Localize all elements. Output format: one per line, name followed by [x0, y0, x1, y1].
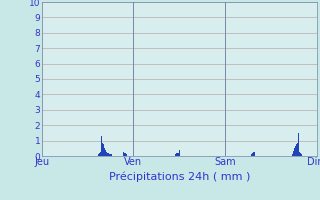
Bar — [123, 152, 124, 156]
Bar — [294, 148, 295, 156]
Bar — [253, 152, 254, 156]
Bar — [177, 153, 178, 156]
Bar — [298, 133, 299, 156]
Bar — [102, 143, 103, 156]
Bar — [101, 136, 102, 156]
Bar — [110, 154, 111, 156]
Bar — [295, 146, 296, 156]
Bar — [179, 150, 180, 156]
Bar — [254, 152, 255, 156]
Bar — [106, 152, 107, 156]
Bar — [299, 152, 300, 156]
Bar — [252, 153, 253, 156]
Bar — [99, 154, 100, 156]
Bar — [108, 153, 109, 156]
Bar — [126, 154, 127, 156]
Bar — [125, 153, 126, 156]
Bar — [175, 154, 176, 156]
X-axis label: Précipitations 24h ( mm ): Précipitations 24h ( mm ) — [108, 172, 250, 182]
Bar — [178, 153, 179, 156]
Bar — [105, 150, 106, 156]
Bar — [124, 153, 125, 156]
Bar — [104, 148, 105, 156]
Bar — [176, 153, 177, 156]
Bar — [103, 144, 104, 156]
Bar — [111, 154, 112, 156]
Bar — [301, 154, 302, 156]
Bar — [297, 143, 298, 156]
Bar — [100, 152, 101, 156]
Bar — [107, 153, 108, 156]
Bar — [293, 151, 294, 156]
Bar — [292, 154, 293, 156]
Bar — [300, 153, 301, 156]
Bar — [109, 154, 110, 156]
Bar — [251, 154, 252, 156]
Bar — [296, 144, 297, 156]
